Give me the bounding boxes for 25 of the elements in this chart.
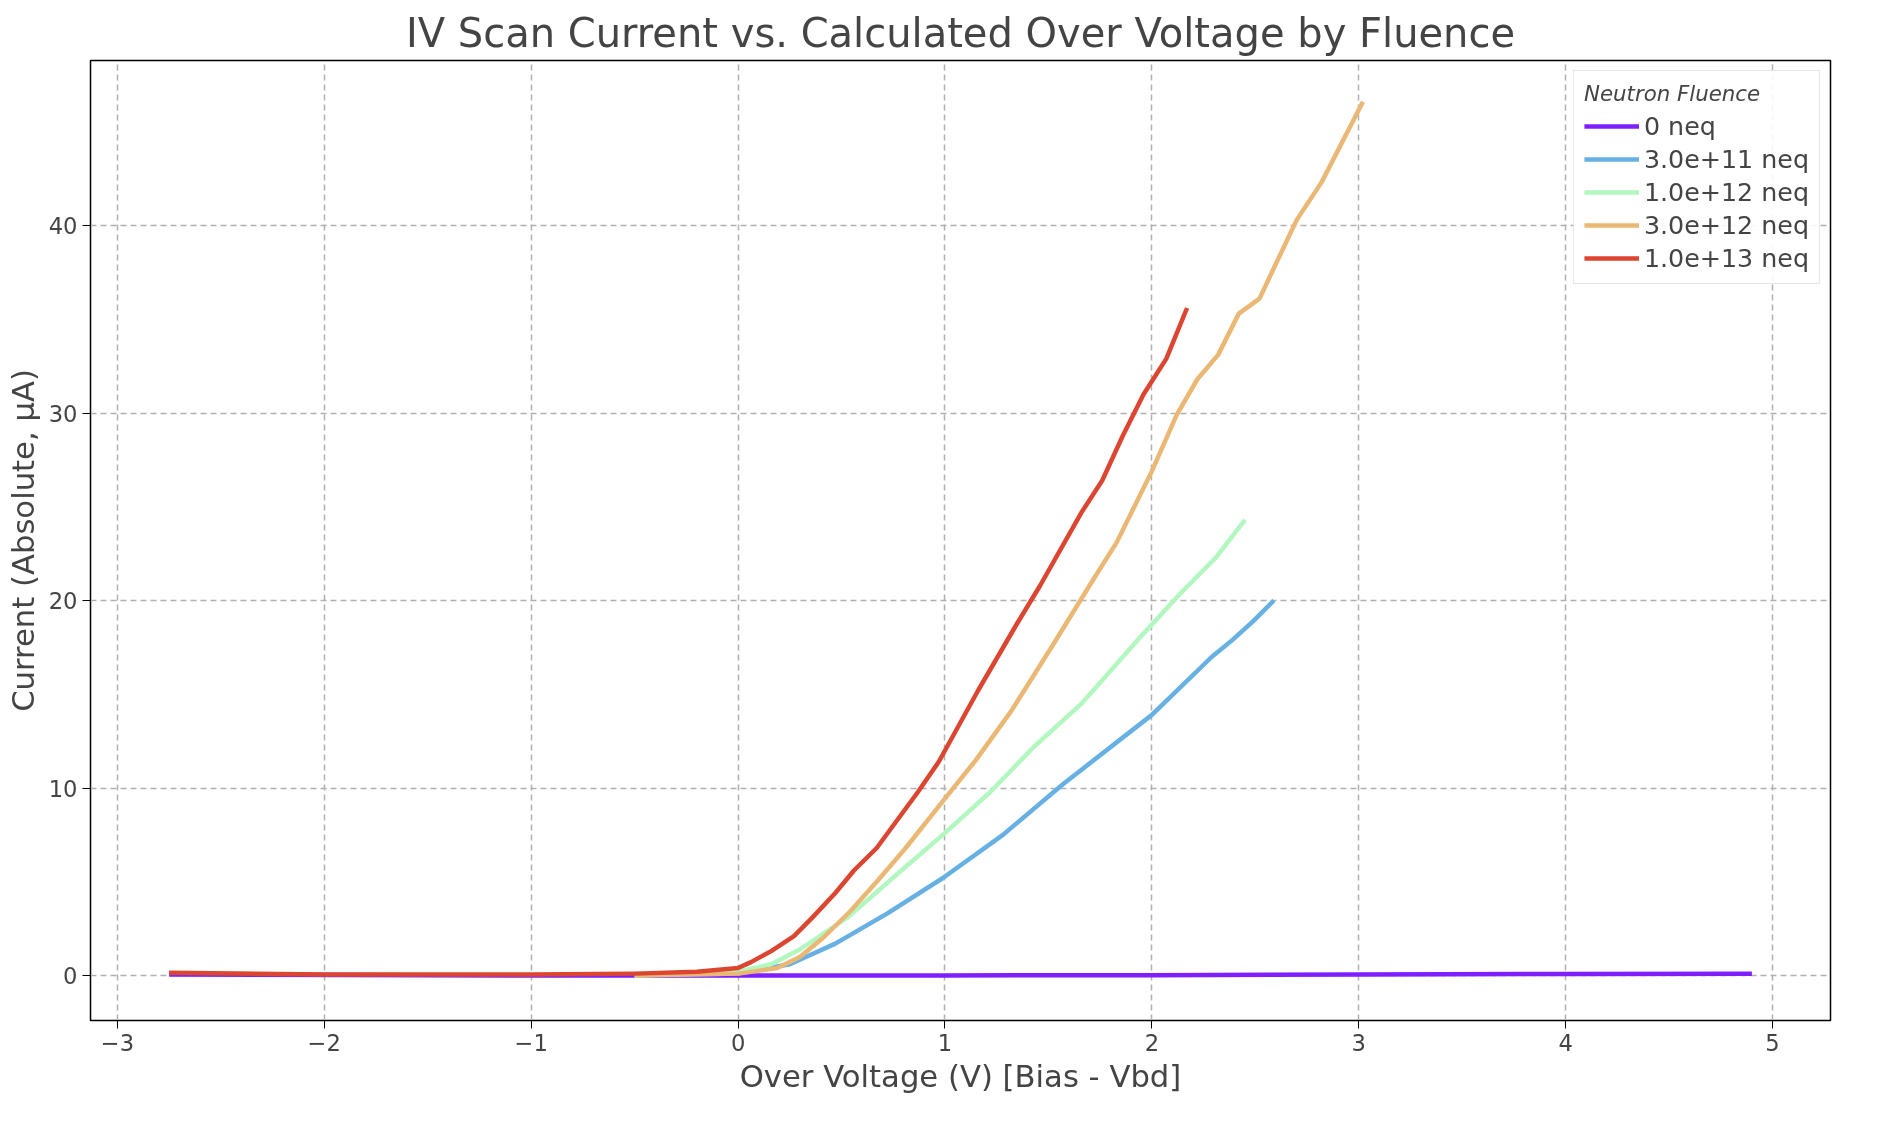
x-tick-label: 0 — [730, 1029, 746, 1056]
line-series — [166, 305, 1190, 977]
line-series — [632, 99, 1366, 978]
legend-label: 1.0e+12 neq — [1643, 177, 1809, 207]
x-tick-label: 3 — [1351, 1029, 1366, 1056]
chart-title: IV Scan Current vs. Calculated Over Voltage by Fluence — [405, 9, 1516, 56]
y-axis-title: Current (Absolute, μA) — [5, 369, 41, 712]
x-tick-label: −1 — [514, 1029, 548, 1056]
x-tick-label: 1 — [937, 1029, 953, 1056]
legend-label: 3.0e+11 neq — [1643, 144, 1809, 174]
x-tick-label: −2 — [307, 1029, 341, 1056]
legend-title: Neutron Fluence — [1583, 81, 1762, 106]
legend-label: 3.0e+12 neq — [1643, 210, 1809, 240]
y-tick-label: 20 — [48, 588, 78, 614]
legend-label: 1.0e+13 neq — [1643, 243, 1809, 273]
x-tick-label: −3 — [100, 1029, 135, 1056]
y-tick-label: 40 — [48, 213, 78, 239]
x-tick-label: 5 — [1765, 1029, 1780, 1056]
x-axis-title: Over Voltage (V) [Bias - Vbd] — [739, 1058, 1182, 1094]
y-tick-label: 0 — [63, 963, 78, 989]
x-tick-label: 4 — [1558, 1029, 1573, 1056]
x-tick-label: 2 — [1144, 1029, 1160, 1056]
y-tick-label: 10 — [48, 775, 78, 802]
y-tick-label: 30 — [48, 400, 78, 427]
legend-label: 0 neq — [1643, 111, 1716, 141]
